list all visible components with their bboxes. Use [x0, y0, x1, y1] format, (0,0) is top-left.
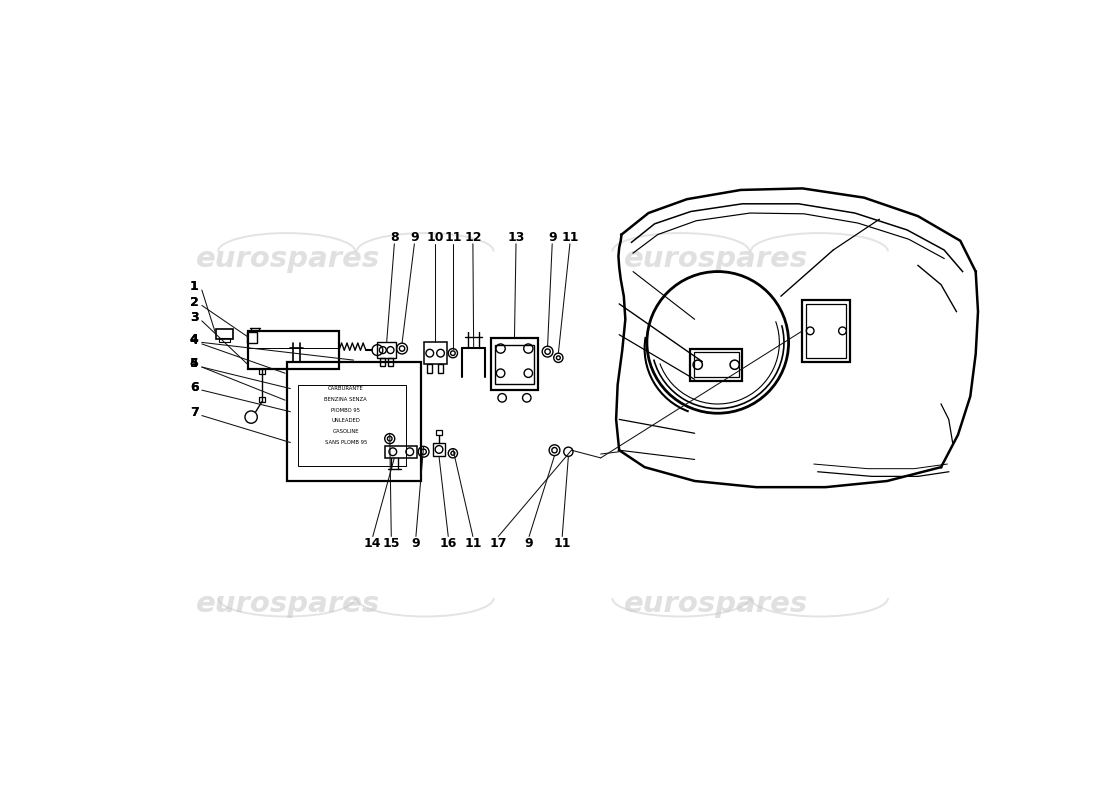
Text: 7: 7 — [190, 406, 198, 419]
Text: 6: 6 — [190, 381, 198, 394]
Bar — [424, 342, 447, 364]
Text: 11: 11 — [464, 537, 482, 550]
Text: 6: 6 — [190, 381, 198, 394]
Text: 10: 10 — [427, 231, 444, 244]
Text: 9: 9 — [548, 231, 557, 244]
Text: 4: 4 — [190, 334, 198, 347]
Text: 1: 1 — [190, 281, 198, 294]
Text: 3: 3 — [190, 311, 198, 324]
Text: BENZINA SENZA: BENZINA SENZA — [324, 397, 367, 402]
Bar — [216, 330, 233, 338]
Text: 13: 13 — [507, 231, 525, 244]
Text: 1: 1 — [190, 281, 198, 294]
Text: 9: 9 — [525, 537, 533, 550]
Text: eurospares: eurospares — [197, 246, 381, 274]
Bar — [286, 362, 421, 481]
Text: 8: 8 — [390, 231, 398, 244]
Text: 2: 2 — [190, 296, 198, 309]
Text: UNLEADED: UNLEADED — [331, 418, 360, 423]
Bar — [803, 300, 850, 362]
Bar — [246, 332, 257, 343]
Bar — [219, 338, 230, 342]
Text: 5: 5 — [190, 358, 198, 370]
Text: 14: 14 — [364, 537, 382, 550]
Text: PIOMBO 95: PIOMBO 95 — [331, 408, 361, 413]
Bar — [433, 442, 446, 456]
Text: 9: 9 — [411, 537, 420, 550]
Text: 4: 4 — [190, 358, 198, 370]
Text: 4: 4 — [190, 333, 198, 346]
Bar — [495, 346, 534, 384]
Text: 11: 11 — [444, 231, 462, 244]
Bar — [806, 304, 846, 358]
Text: 3: 3 — [190, 311, 198, 324]
Bar — [298, 385, 406, 466]
Text: eurospares: eurospares — [624, 246, 808, 274]
Text: 4: 4 — [190, 333, 198, 346]
Text: 17: 17 — [490, 537, 507, 550]
Text: 11: 11 — [553, 537, 571, 550]
Bar — [249, 331, 339, 370]
Text: 5: 5 — [190, 358, 198, 370]
Bar — [381, 358, 385, 366]
Bar — [438, 364, 443, 373]
Text: 7: 7 — [190, 406, 198, 419]
Text: 9: 9 — [410, 231, 419, 244]
Bar — [258, 370, 265, 374]
Bar — [690, 349, 743, 381]
Bar — [258, 397, 265, 402]
Text: 2: 2 — [190, 296, 198, 309]
Bar — [377, 342, 396, 358]
Bar — [428, 364, 432, 373]
Text: 11: 11 — [561, 231, 579, 244]
Bar — [385, 446, 418, 458]
Text: 15: 15 — [383, 537, 400, 550]
Text: eurospares: eurospares — [624, 590, 808, 618]
Text: CARBURANTE: CARBURANTE — [328, 386, 364, 391]
Bar — [436, 430, 442, 435]
Text: GASOLINE: GASOLINE — [332, 430, 359, 434]
Text: 16: 16 — [440, 537, 456, 550]
Bar — [491, 338, 538, 390]
Text: eurospares: eurospares — [197, 590, 381, 618]
Bar — [388, 358, 393, 366]
Text: 12: 12 — [464, 231, 482, 244]
Text: SANS PLOMB 95: SANS PLOMB 95 — [324, 440, 367, 445]
Bar — [694, 353, 738, 377]
